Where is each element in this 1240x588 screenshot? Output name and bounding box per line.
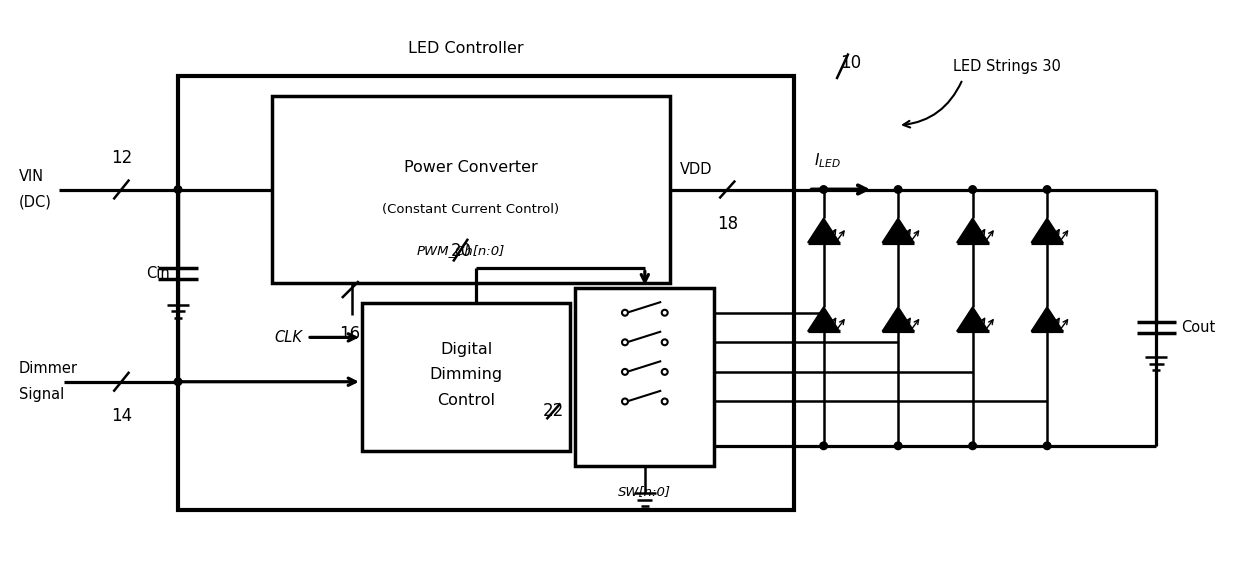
Text: (DC): (DC) [19,195,52,210]
Circle shape [1043,442,1050,450]
Text: PWM_Ch[n:0]: PWM_Ch[n:0] [417,243,505,256]
Text: Power Converter: Power Converter [404,161,538,175]
Text: LED Controller: LED Controller [408,41,523,56]
Text: Signal: Signal [19,387,64,402]
Text: Digital: Digital [440,342,492,357]
Circle shape [894,442,901,450]
Text: 14: 14 [110,407,131,425]
Text: SW[n:0]: SW[n:0] [619,485,671,498]
Text: Cout: Cout [1182,320,1215,335]
Polygon shape [807,218,839,242]
Circle shape [820,442,827,450]
Text: $I_{LED}$: $I_{LED}$ [813,151,841,170]
Text: 16: 16 [340,325,361,343]
Polygon shape [882,307,914,331]
Polygon shape [1032,218,1063,242]
Text: Control: Control [436,393,495,408]
Polygon shape [957,307,988,331]
Text: Cin: Cin [146,266,170,281]
Text: VDD: VDD [680,162,712,178]
Circle shape [1043,186,1050,193]
Text: 22: 22 [543,402,564,420]
FancyArrowPatch shape [903,82,961,128]
Circle shape [174,186,182,193]
Text: 10: 10 [839,54,861,72]
Text: Dimming: Dimming [429,368,502,382]
Bar [362,303,570,451]
Circle shape [968,442,976,450]
Bar [273,96,670,283]
Circle shape [820,186,827,193]
Bar [179,76,794,510]
Text: 20: 20 [450,242,471,260]
Bar [575,288,714,466]
Polygon shape [1032,307,1063,331]
Text: 18: 18 [717,215,738,233]
Circle shape [968,186,976,193]
Circle shape [174,378,182,386]
Polygon shape [957,218,988,242]
Polygon shape [807,307,839,331]
Text: CLK: CLK [274,330,303,345]
Circle shape [894,186,901,193]
Polygon shape [882,218,914,242]
Text: Dimmer: Dimmer [19,362,78,376]
Text: VIN: VIN [19,169,45,184]
Text: 12: 12 [110,149,131,167]
Text: (Constant Current Control): (Constant Current Control) [382,203,559,216]
Text: LED Strings 30: LED Strings 30 [954,59,1061,74]
